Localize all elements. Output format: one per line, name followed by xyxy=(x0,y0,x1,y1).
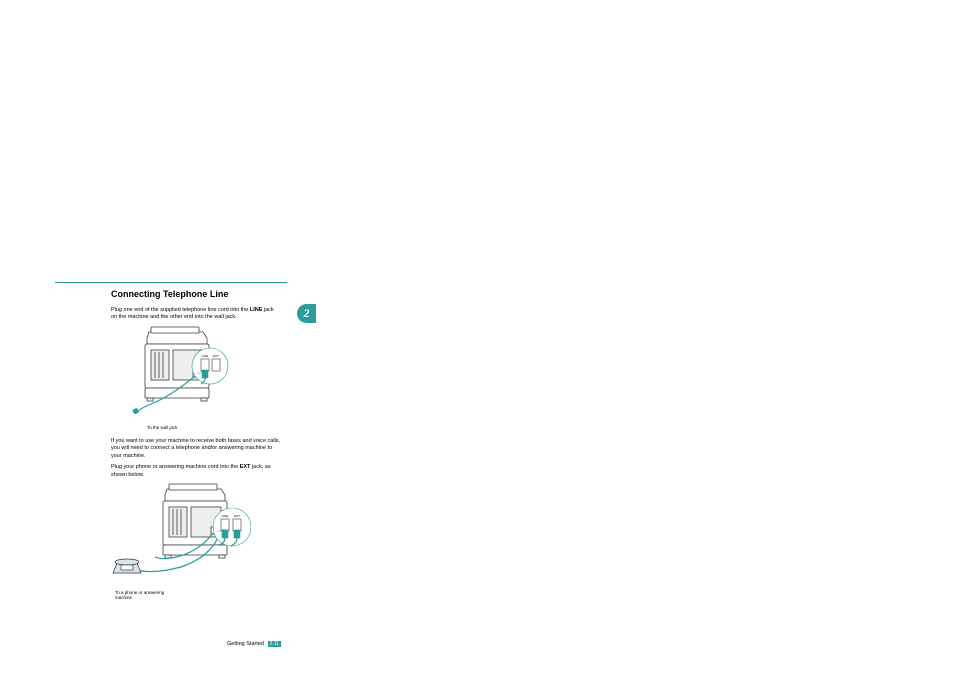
mid2-pre: Plug your phone or answering machine cor… xyxy=(111,464,240,470)
mid-paragraph: If you want to use your machine to recei… xyxy=(111,438,281,460)
manual-page: Connecting Telephone Line Plug one end o… xyxy=(55,282,325,601)
chapter-tab: 2 xyxy=(297,304,316,323)
footer-section: Getting Started xyxy=(227,641,264,647)
figure1-caption: To the wall jack xyxy=(147,425,325,430)
figure-ext-jack: LINE EXT xyxy=(111,483,325,584)
figure2-caption: To a phone or answering machine xyxy=(115,590,165,601)
figure-line-jack: LINE EXT xyxy=(111,326,325,419)
section-rule xyxy=(55,282,287,283)
jack-label-line-2: LINE xyxy=(222,514,229,518)
page-footer: Getting Started 2.11 xyxy=(227,641,281,647)
jack-label-ext: EXT xyxy=(213,354,219,358)
section-title: Connecting Telephone Line xyxy=(111,289,325,299)
intro-paragraph: Plug one end of the supplied telephone l… xyxy=(111,307,281,322)
mid2-bold: EXT xyxy=(240,464,251,470)
jack-label-ext-2: EXT xyxy=(234,514,240,518)
intro-pre: Plug one end of the supplied telephone l… xyxy=(111,307,250,313)
intro-bold: LINE xyxy=(250,307,263,313)
jack-label-line: LINE xyxy=(202,354,209,358)
footer-page-number: 2.11 xyxy=(268,641,281,647)
mid2-paragraph: Plug your phone or answering machine cor… xyxy=(111,464,281,479)
